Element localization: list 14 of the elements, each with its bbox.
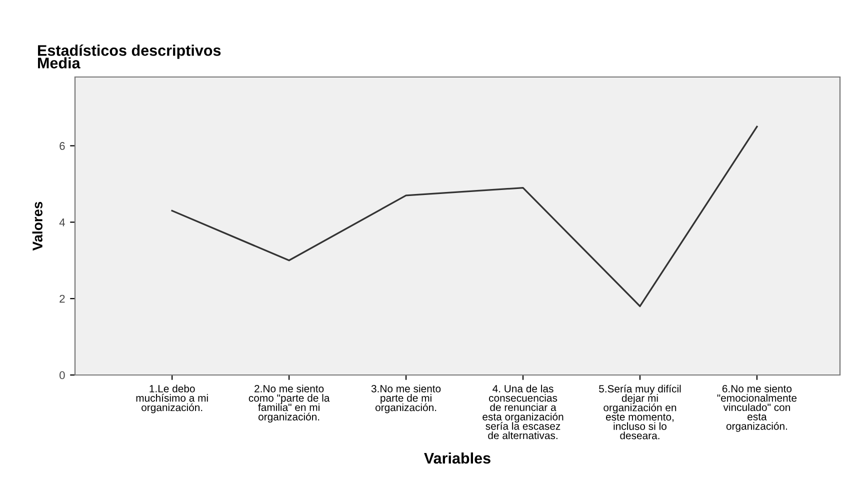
x-tick-label: 3.No me siento parte de mi organización. bbox=[371, 384, 441, 414]
x-tick-label: 5.Sería muy difícil dejar mi organización en este momento, incluso si lo deseara. bbox=[599, 384, 681, 440]
y-tick-label: 6 bbox=[60, 142, 65, 150]
line-series bbox=[171, 126, 758, 308]
x-tick-label: 2.No me siento como "parte de la familia" en mi organización. bbox=[248, 384, 330, 423]
x-tick-label: 6.No me siento "emocionalmente vinculado" con esta organización. bbox=[717, 384, 797, 432]
y-tick-label: 0 bbox=[60, 371, 65, 380]
y-tick-label: 2 bbox=[60, 294, 65, 303]
y-tick-label: 4 bbox=[59, 218, 65, 226]
x-axis-title: Variables bbox=[424, 452, 490, 464]
chart-title: Estadísticos descriptivos Media bbox=[38, 44, 221, 68]
x-tick-label: 4. Una de las consecuencias de renunciar a esta organización sería la escasez de alternativas. bbox=[482, 384, 564, 440]
x-tick-label: 1.Le debo muchísimo a mi organización. bbox=[136, 384, 208, 414]
y-axis-title: Valores bbox=[32, 202, 42, 251]
